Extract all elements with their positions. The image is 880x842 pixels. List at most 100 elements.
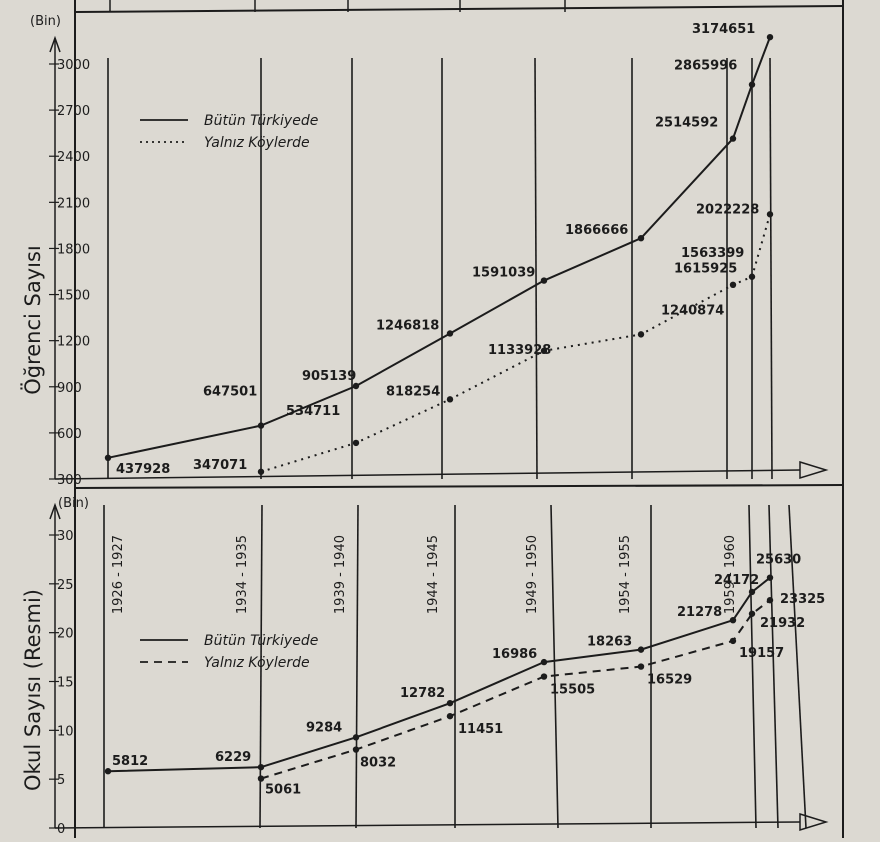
y-tick-label: 3000 xyxy=(57,58,90,73)
y-tick-label: 20 xyxy=(57,627,74,642)
data-label: 437928 xyxy=(116,462,170,477)
data-label: 25630 xyxy=(756,553,801,568)
data-point xyxy=(729,616,737,624)
y-unit-label: (Bin) xyxy=(58,496,89,511)
data-point xyxy=(748,588,756,596)
data-point xyxy=(352,734,360,741)
data-point xyxy=(766,574,774,581)
series-line-koyler xyxy=(260,599,771,780)
data-label: 2865996 xyxy=(674,59,737,74)
data-point xyxy=(637,234,645,242)
data-point xyxy=(540,673,548,680)
x-axis-line xyxy=(54,469,801,480)
data-point xyxy=(446,712,454,720)
period-gridline xyxy=(259,504,263,829)
data-point xyxy=(352,439,360,447)
period-label: 1959 - 1960 xyxy=(723,535,738,614)
legend-entry: Yalnız Köylerde xyxy=(204,655,310,671)
period-label: 1934 - 1935 xyxy=(235,535,250,614)
period-label: 1949 - 1950 xyxy=(525,535,540,614)
data-point xyxy=(637,663,645,670)
data-label: 2514592 xyxy=(655,116,718,131)
data-point xyxy=(257,468,265,475)
period-label: 1926 - 1927 xyxy=(111,535,126,614)
period-gridline xyxy=(768,504,779,829)
data-point xyxy=(104,454,112,461)
y-axis-arrow xyxy=(49,502,61,520)
data-point xyxy=(540,658,548,666)
data-label: 12782 xyxy=(400,686,445,701)
data-label: 15505 xyxy=(550,683,595,698)
data-point xyxy=(446,396,454,403)
data-point xyxy=(766,33,774,41)
data-label: 1240874 xyxy=(661,303,724,318)
data-label: 6229 xyxy=(215,750,251,765)
data-label: 818254 xyxy=(386,384,440,399)
data-label: 3174651 xyxy=(692,22,755,37)
period-gridline xyxy=(769,57,773,480)
y-tick-label: 1800 xyxy=(57,242,90,257)
legend-entry: Bütün Türkiyede xyxy=(204,113,318,129)
y-tick-label: 10 xyxy=(57,724,74,739)
data-label: 19157 xyxy=(739,646,784,661)
y-tick-label: 30 xyxy=(57,529,74,544)
data-label: 905139 xyxy=(302,369,356,384)
y-tick-label: 1500 xyxy=(57,289,90,304)
y-unit-label: (Bin) xyxy=(30,14,61,29)
series-line-koyler xyxy=(260,214,771,473)
data-label: 347071 xyxy=(193,458,247,473)
data-label: 647501 xyxy=(203,385,257,400)
data-point xyxy=(540,277,548,284)
y-tick-label: 0 xyxy=(57,822,65,837)
data-label: 1563399 xyxy=(681,246,744,261)
legend-entry: Yalnız Köylerde xyxy=(204,135,310,151)
data-label: 5812 xyxy=(112,754,148,769)
x-axis-line xyxy=(54,821,801,829)
y-tick-label: 1200 xyxy=(57,335,90,350)
y-tick-label: 300 xyxy=(57,473,82,488)
data-point xyxy=(257,775,265,782)
data-point xyxy=(540,347,548,355)
x-axis-arrow xyxy=(799,460,829,480)
data-label: 1591039 xyxy=(472,266,535,281)
period-label: 1944 - 1945 xyxy=(426,535,441,614)
period-gridline xyxy=(550,504,559,829)
data-point xyxy=(748,610,756,617)
period-gridline xyxy=(355,504,359,829)
data-point xyxy=(637,646,645,653)
frame-top-border xyxy=(74,5,844,13)
y-tick-label: 2700 xyxy=(57,104,90,119)
data-label: 21278 xyxy=(677,605,722,620)
period-gridline xyxy=(534,57,538,480)
data-label: 1246818 xyxy=(376,318,439,333)
data-label: 16986 xyxy=(492,647,537,662)
period-label: 1954 - 1955 xyxy=(618,535,633,614)
data-label: 1133928 xyxy=(488,343,551,358)
data-point xyxy=(257,422,265,429)
y-tick-label: 25 xyxy=(57,578,74,593)
y-tick-label: 15 xyxy=(57,676,74,691)
data-point xyxy=(748,81,756,88)
data-point xyxy=(729,281,737,289)
y-axis-title: Öğrenci Sayısı xyxy=(20,245,45,395)
data-label: 16529 xyxy=(647,673,692,688)
data-point xyxy=(257,763,265,771)
data-point xyxy=(352,382,360,390)
data-label: 9284 xyxy=(306,720,342,735)
y-tick-label: 600 xyxy=(57,427,82,442)
data-point xyxy=(729,135,737,142)
data-label: 1866666 xyxy=(565,223,628,238)
period-gridline xyxy=(788,504,807,829)
y-tick-label: 5 xyxy=(57,773,65,788)
data-label: 24172 xyxy=(714,573,759,588)
data-label: 5061 xyxy=(265,783,301,798)
data-point xyxy=(104,768,112,775)
data-label: 2022228 xyxy=(696,202,759,217)
data-label: 534711 xyxy=(286,404,340,419)
data-label: 23325 xyxy=(780,592,825,607)
data-point xyxy=(637,331,645,338)
data-label: 18263 xyxy=(587,635,632,650)
y-tick-label: 2100 xyxy=(57,196,90,211)
